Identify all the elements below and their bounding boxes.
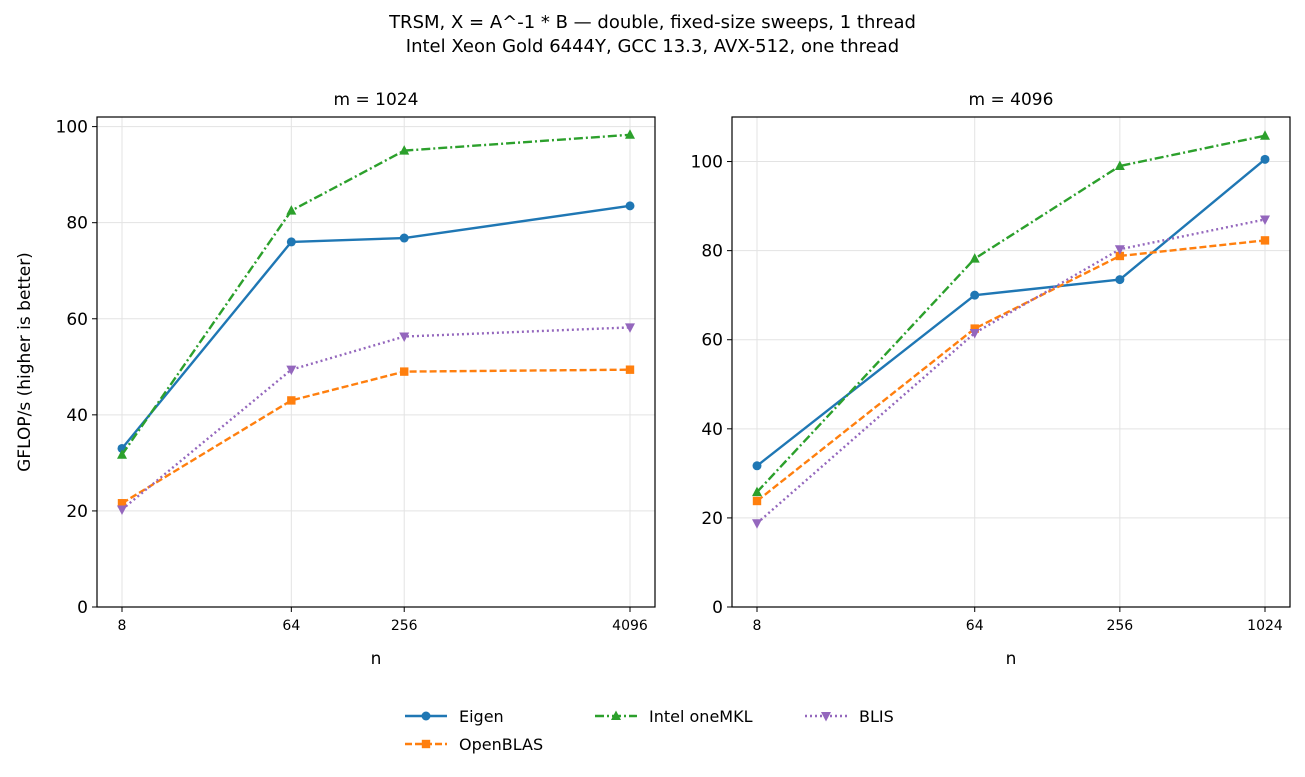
data-point-eigen: [399, 233, 409, 243]
x-tick-label: 1024: [1247, 618, 1283, 634]
data-point-intel-onemkl: [286, 205, 297, 215]
x-axis-label: n: [1006, 649, 1017, 669]
y-tick-label: 0: [712, 598, 723, 618]
y-tick-label: 60: [66, 310, 88, 330]
y-tick-label: 100: [691, 153, 723, 173]
data-point-intel-onemkl: [399, 145, 410, 155]
series-line-intel-onemkl: [121, 133, 631, 456]
series-line-openblas: [756, 239, 1266, 502]
data-point-blis: [399, 332, 410, 343]
legend-marker-openblas: [421, 739, 431, 749]
figure-subtitle: Intel Xeon Gold 6444Y, GCC 13.3, AVX-512…: [405, 36, 900, 57]
legend-item-openblas: OpenBLAS: [403, 731, 543, 757]
chart-panel-1: 0 20 40 60 80 100 8 64 256 4096 m = 1024 n GFLOP/s (…: [15, 90, 656, 669]
legend-label-blis: BLIS: [859, 706, 894, 726]
data-point-blis: [752, 519, 762, 529]
axes-frame: [731, 116, 1291, 608]
legend-label-openblas: OpenBLAS: [459, 734, 544, 754]
panel-title: m = 4096: [969, 90, 1054, 110]
y-tick-label: 60: [701, 331, 723, 351]
data-point-intel-onemkl: [1260, 130, 1270, 140]
data-point-openblas: [752, 496, 762, 506]
data-point-blis: [117, 505, 127, 515]
series-line-openblas: [121, 368, 631, 505]
series-line-blis: [121, 326, 631, 511]
y-tick-label: 0: [77, 598, 88, 618]
legend-label-eigen: Eigen: [459, 706, 504, 726]
x-tick-label: 8: [753, 618, 762, 634]
data-point-intel-onemkl: [969, 253, 980, 263]
y-tick-label: 20: [66, 502, 88, 522]
x-axis-label: n: [371, 649, 382, 669]
data-point-blis: [625, 323, 635, 333]
data-point-eigen: [1260, 154, 1270, 164]
legend-marker-blis: [821, 712, 831, 722]
data-point-openblas: [400, 367, 409, 376]
data-point-intel-onemkl: [752, 486, 762, 497]
legend-marker-intel-onemkl: [611, 710, 621, 720]
series-line-eigen: [121, 204, 631, 450]
y-tick-label: 80: [701, 242, 723, 262]
data-point-intel-onemkl: [625, 129, 635, 139]
panel-title: m = 1024: [334, 90, 419, 110]
data-point-intel-onemkl: [1114, 160, 1125, 170]
x-tick-label: 64: [282, 618, 300, 634]
y-tick-label: 20: [701, 509, 723, 529]
data-point-eigen: [970, 290, 980, 300]
chart-panel-2: 0 20 40 60 80 100 8 64 256 1024 m = 4096 n: [691, 90, 1291, 669]
legend-marker-eigen: [421, 711, 431, 721]
x-tick-label: 256: [391, 618, 418, 634]
series-line-intel-onemkl: [756, 134, 1266, 493]
data-point-blis: [969, 329, 980, 339]
legend-item-intel-onemkl: Intel oneMKL: [593, 703, 753, 729]
data-point-blis: [286, 365, 297, 376]
legend-label-intel-onemkl: Intel oneMKL: [649, 706, 753, 726]
data-point-eigen: [1115, 275, 1125, 285]
y-tick-label: 40: [66, 406, 88, 426]
data-point-openblas: [625, 365, 635, 374]
x-tick-label: 4096: [612, 618, 648, 634]
series-line-blis: [756, 218, 1266, 525]
y-tick-label: 80: [66, 214, 88, 234]
data-point-eigen: [625, 201, 635, 211]
data-point-openblas: [1260, 236, 1270, 245]
data-point-openblas: [287, 396, 296, 405]
data-point-blis: [1114, 245, 1125, 255]
figure-title: TRSM, X = A^-1 * B — double, fixed-size …: [389, 12, 916, 33]
data-point-openblas: [970, 324, 979, 333]
legend-swatch-blis: [805, 712, 847, 722]
y-axis-label: GFLOP/s (higher is better): [15, 252, 35, 472]
data-point-openblas: [1115, 251, 1125, 261]
legend-swatch-eigen: [405, 711, 447, 721]
y-tick-label: 100: [56, 118, 88, 138]
data-point-openblas: [117, 499, 127, 508]
data-point-blis: [1260, 215, 1270, 225]
legend-item-eigen: Eigen: [403, 703, 504, 729]
legend-swatch-openblas: [405, 739, 447, 749]
data-point-intel-onemkl: [117, 449, 127, 459]
x-tick-label: 8: [118, 618, 127, 634]
series-line-eigen: [756, 158, 1266, 467]
legend-item-blis: BLIS: [803, 703, 894, 729]
chart-legend: Eigen OpenBLAS Intel oneMKL BLIS: [403, 703, 963, 763]
data-point-eigen: [286, 237, 296, 247]
axes-frame: [96, 116, 656, 608]
legend-swatch-intel-onemkl: [595, 710, 637, 720]
x-tick-label: 64: [966, 618, 984, 634]
y-tick-label: 40: [701, 420, 723, 440]
data-point-eigen: [752, 461, 762, 471]
x-tick-label: 256: [1106, 618, 1133, 634]
